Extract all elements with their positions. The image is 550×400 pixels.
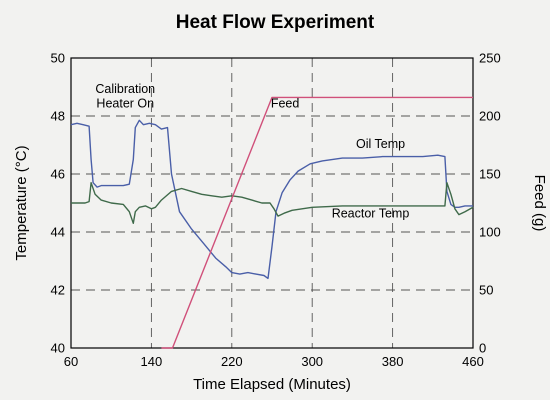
y-right-tick-0: 0 — [479, 341, 486, 356]
x-tick-140: 140 — [141, 354, 163, 369]
annotation-calibration: Calibration — [95, 82, 155, 96]
series-oil-temp-line — [70, 119, 473, 280]
x-tick-60: 60 — [64, 354, 78, 369]
y-left-tick-40: 40 — [51, 341, 65, 356]
y-right-tick-50: 50 — [479, 283, 493, 298]
tick-labels: 60 140 220 300 380 460 40 42 44 46 48 50 0 50 100 150 20… — [51, 51, 501, 370]
y-left-tick-42: 42 — [51, 283, 65, 298]
x-tick-380: 380 — [382, 354, 404, 369]
chart-title: Heat Flow Experiment — [176, 12, 375, 33]
series-feed-line — [161, 96, 473, 349]
gridlines — [71, 58, 473, 348]
x-tick-460: 460 — [462, 354, 484, 369]
y-right-tick-250: 250 — [479, 51, 501, 66]
x-tick-220: 220 — [221, 354, 243, 369]
y-axis-left-label: Temperature (°C) — [13, 145, 30, 260]
y-right-tick-100: 100 — [479, 225, 501, 240]
y-axis-right-label: Feed (g) — [531, 175, 548, 232]
x-axis-label: Time Elapsed (Minutes) — [193, 376, 351, 393]
annotation-feed: Feed — [271, 96, 300, 110]
y-left-tick-46: 46 — [51, 167, 65, 182]
series-reactor-temp-line — [71, 181, 474, 225]
annotation-oil-temp: Oil Temp — [356, 137, 405, 151]
annotation-heater-on: Heater On — [96, 96, 154, 110]
y-right-tick-150: 150 — [479, 167, 501, 182]
annotation-reactor-temp: Reactor Temp — [332, 207, 410, 221]
y-right-tick-200: 200 — [479, 109, 501, 124]
y-left-tick-48: 48 — [51, 109, 65, 124]
y-left-tick-50: 50 — [51, 51, 65, 66]
series-layer — [70, 96, 474, 349]
y-left-tick-44: 44 — [51, 225, 65, 240]
x-tick-300: 300 — [301, 354, 323, 369]
